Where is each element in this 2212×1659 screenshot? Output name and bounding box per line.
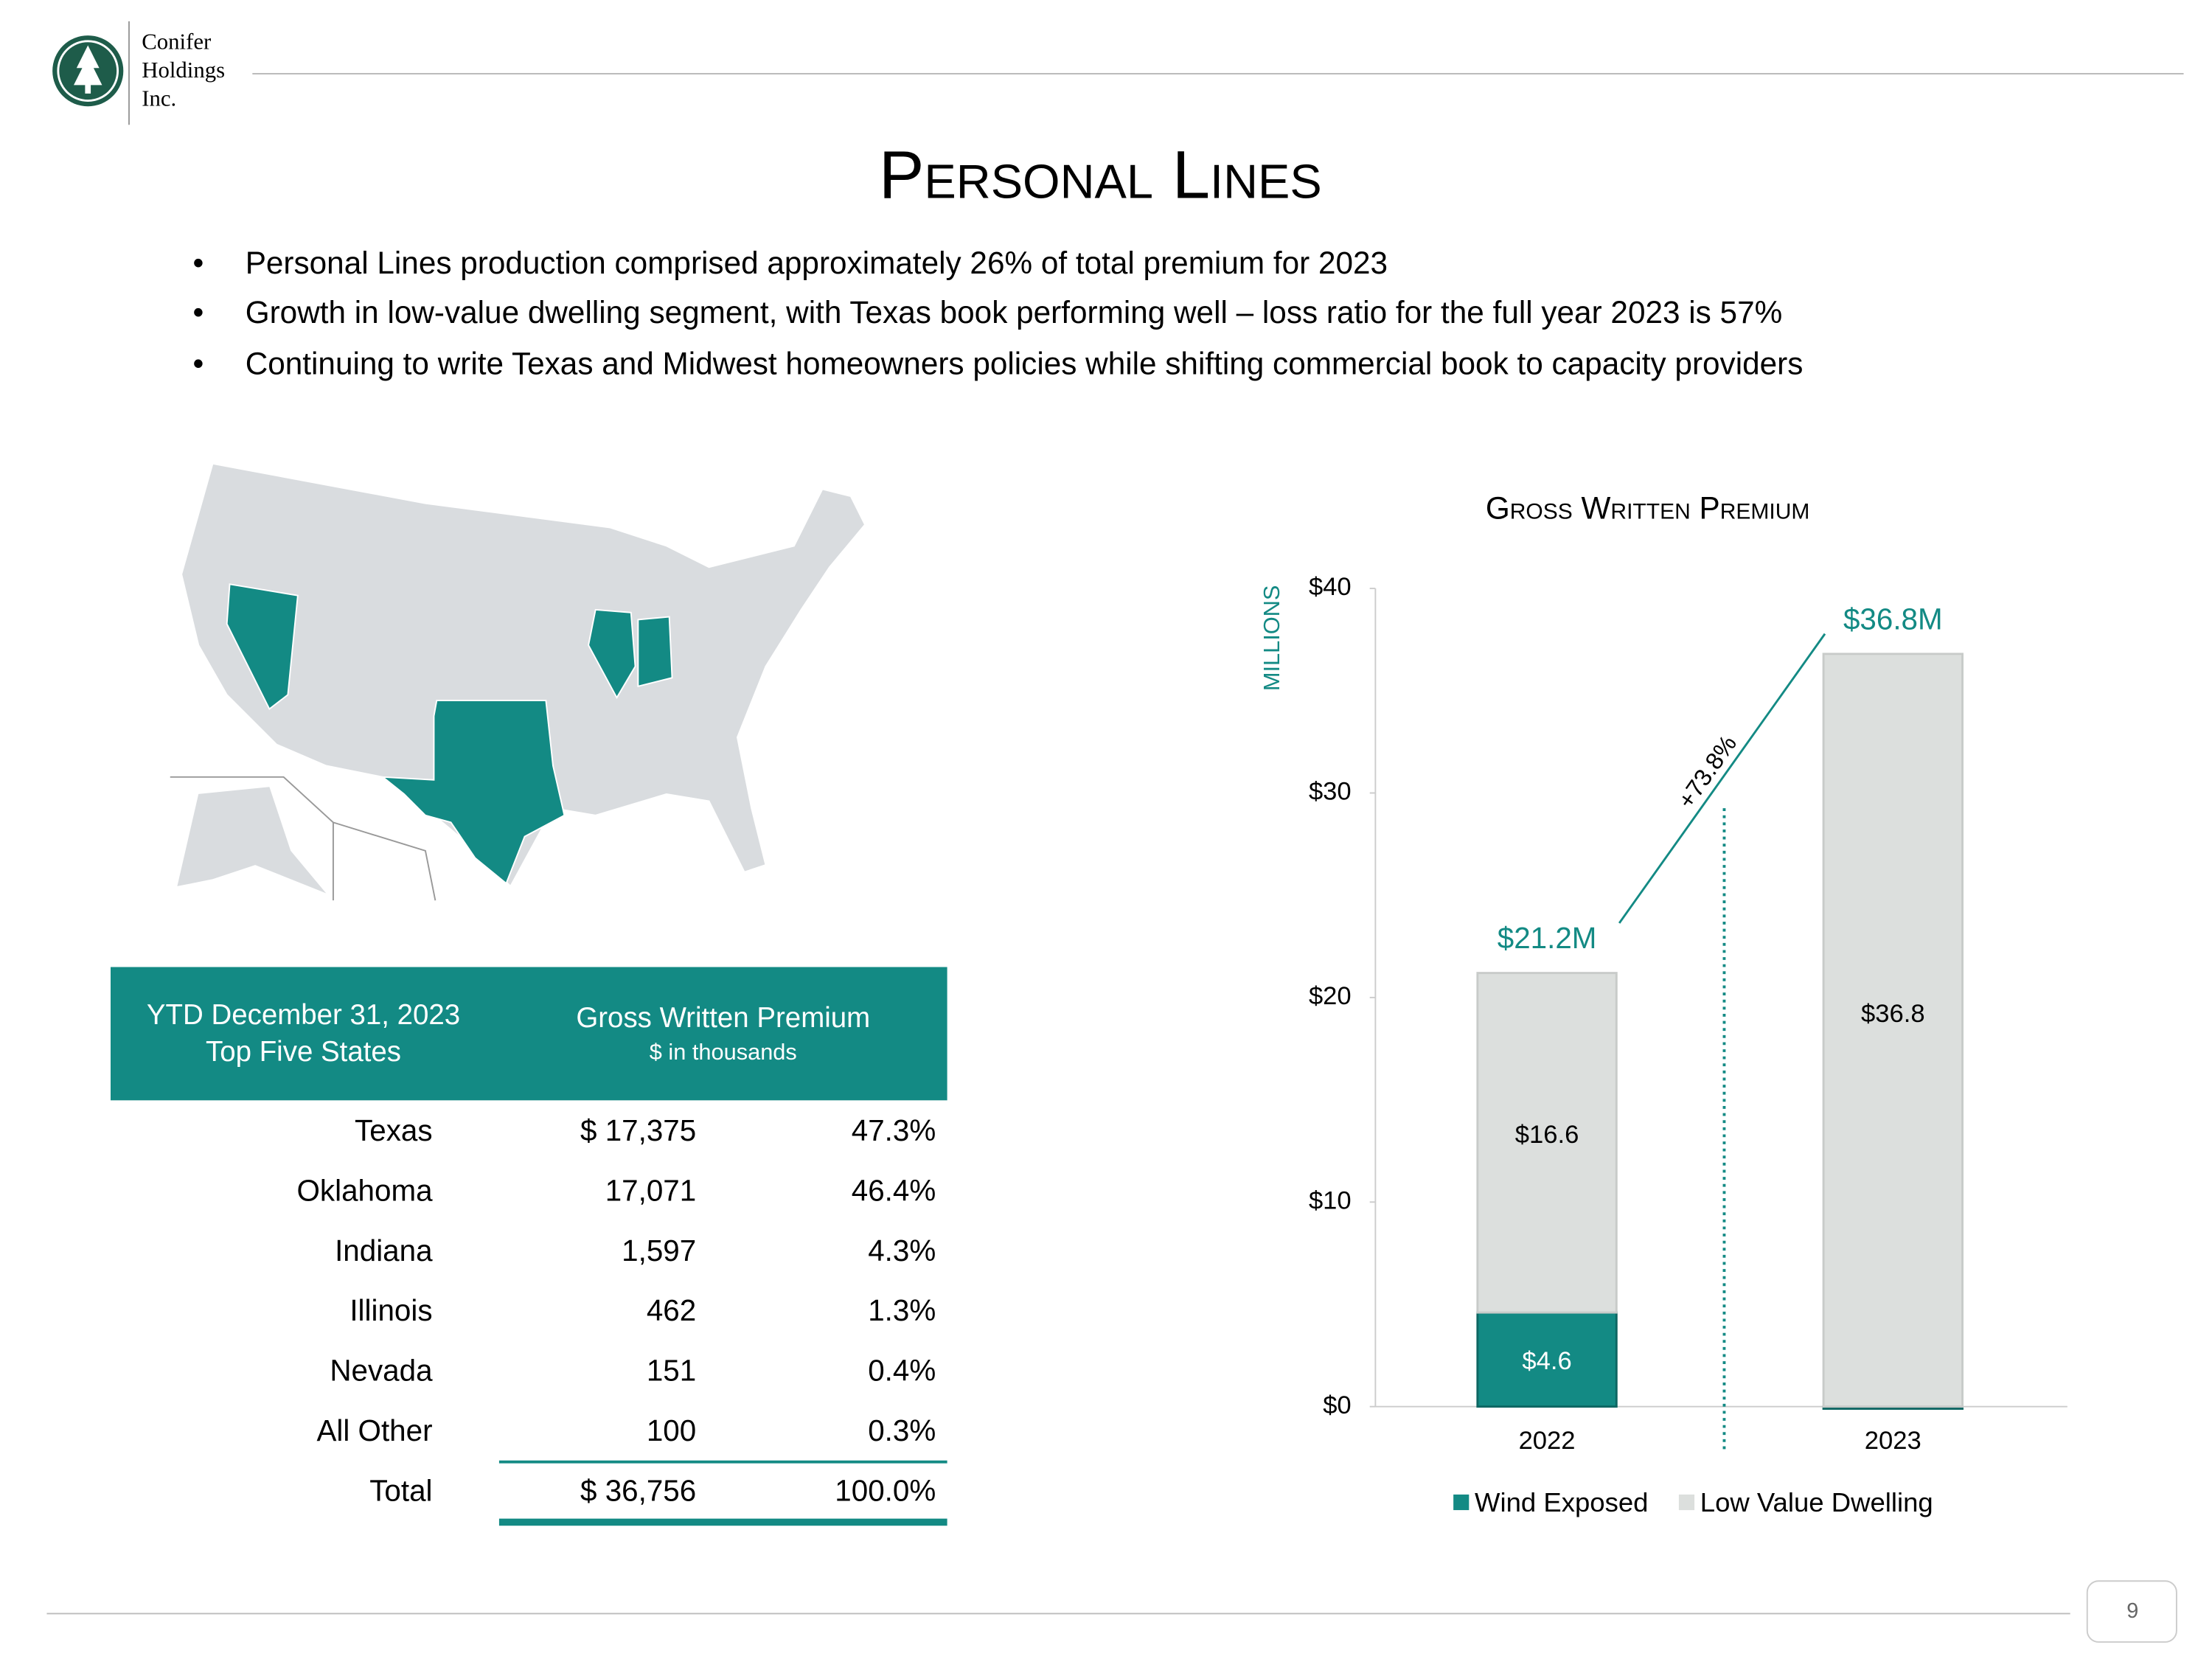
bar-segment (1476, 1311, 1618, 1408)
table-cell: Illinois (349, 1293, 432, 1327)
table-cell: $ 17,375 (580, 1113, 696, 1147)
table-cell: 0.4% (868, 1354, 936, 1388)
map-alaska (177, 787, 327, 894)
legend-swatch (1678, 1494, 1695, 1511)
bullet-dot: • (193, 295, 204, 330)
bullet: Continuing to write Texas and Midwest ho… (246, 346, 1804, 380)
logo-ring (57, 40, 119, 102)
legend-swatch (1453, 1494, 1470, 1511)
bullet: Personal Lines production comprised appr… (246, 246, 1388, 280)
legend-label: Wind Exposed (1475, 1487, 1648, 1517)
logo-tree (74, 45, 102, 94)
y-tick-label: $40 (1309, 573, 1352, 601)
bar-segment (1822, 653, 1964, 1408)
table-cell: 1.3% (868, 1293, 936, 1327)
table-cell: $ 36,756 (580, 1473, 696, 1507)
value-label: $36.8 (1861, 1000, 1925, 1028)
us-map (170, 462, 866, 901)
bar-segment (1476, 972, 1618, 1314)
table-cell: 1,597 (622, 1234, 696, 1267)
table-cell: Oklahoma (297, 1174, 434, 1208)
table-cell: 4.3% (868, 1234, 936, 1267)
table-cell: 17,071 (605, 1174, 697, 1208)
legend-label: Low Value Dwelling (1700, 1487, 1933, 1517)
table-cell: Indiana (335, 1234, 433, 1267)
chart-title: Gross Written Premium (1486, 490, 1810, 525)
table-header-bg (111, 967, 947, 1101)
map-inset-border (170, 776, 334, 901)
table-cell: Nevada (330, 1354, 433, 1388)
table-cell: Total (369, 1473, 432, 1507)
table-header: $ in thousands (650, 1039, 797, 1065)
table-cell: 100 (647, 1413, 696, 1447)
y-tick-label: $10 (1309, 1186, 1352, 1214)
map-inset-border (333, 821, 437, 901)
slide-title: Personal Lines (879, 136, 1322, 213)
chart: Gross Written Premium MILLIONS +73.8% $0… (1259, 490, 2067, 1517)
table-cell: 462 (647, 1293, 696, 1327)
table-cell: 46.4% (852, 1174, 936, 1208)
map-state-highlight (380, 700, 566, 885)
x-tick-label: 2022 (1519, 1427, 1576, 1455)
map-land (181, 462, 866, 888)
total-bar (498, 1518, 947, 1526)
table-body: Texas $ 17,375 47.3% Oklahoma 17,071 46.4% Ind… (297, 1113, 936, 1507)
value-label: $4.6 (1522, 1347, 1571, 1375)
y-tick-label: $30 (1309, 778, 1352, 806)
page-number-box (2086, 1580, 2177, 1643)
table-cell: All Other (316, 1413, 432, 1447)
company-name: Conifer (142, 29, 211, 55)
bullet: Growth in low-value dwelling segment, wi… (246, 295, 1783, 330)
page-number: 9 (2126, 1599, 2138, 1623)
map-state-highlight (226, 583, 299, 711)
table-header: YTD December 31, 2023 (147, 999, 460, 1031)
company-name: Holdings (142, 58, 225, 83)
table-cell: 100.0% (835, 1473, 936, 1507)
table-cell: 47.3% (852, 1113, 936, 1147)
y-tick-label: $20 (1309, 982, 1352, 1010)
table-cell: 151 (647, 1354, 696, 1388)
x-tick-label: 2023 (1865, 1427, 1921, 1455)
y-tick-label: $0 (1323, 1391, 1352, 1419)
total-label: $21.2M (1498, 921, 1597, 955)
growth-line (1618, 633, 1826, 924)
company-name: Inc. (142, 86, 176, 111)
y-axis-label: MILLIONS (1259, 585, 1284, 692)
map-state-highlight (637, 616, 673, 688)
table-header: Top Five States (206, 1036, 401, 1068)
bullet-dot: • (193, 346, 204, 380)
total-label: $36.8M (1843, 602, 1943, 636)
bullet-dot: • (193, 246, 204, 280)
table-cell: 0.3% (868, 1413, 936, 1447)
table-header: Gross Written Premium (576, 1002, 870, 1034)
value-label: $16.6 (1515, 1121, 1579, 1149)
map-state-highlight (588, 608, 636, 700)
table-cell: Texas (355, 1113, 432, 1147)
